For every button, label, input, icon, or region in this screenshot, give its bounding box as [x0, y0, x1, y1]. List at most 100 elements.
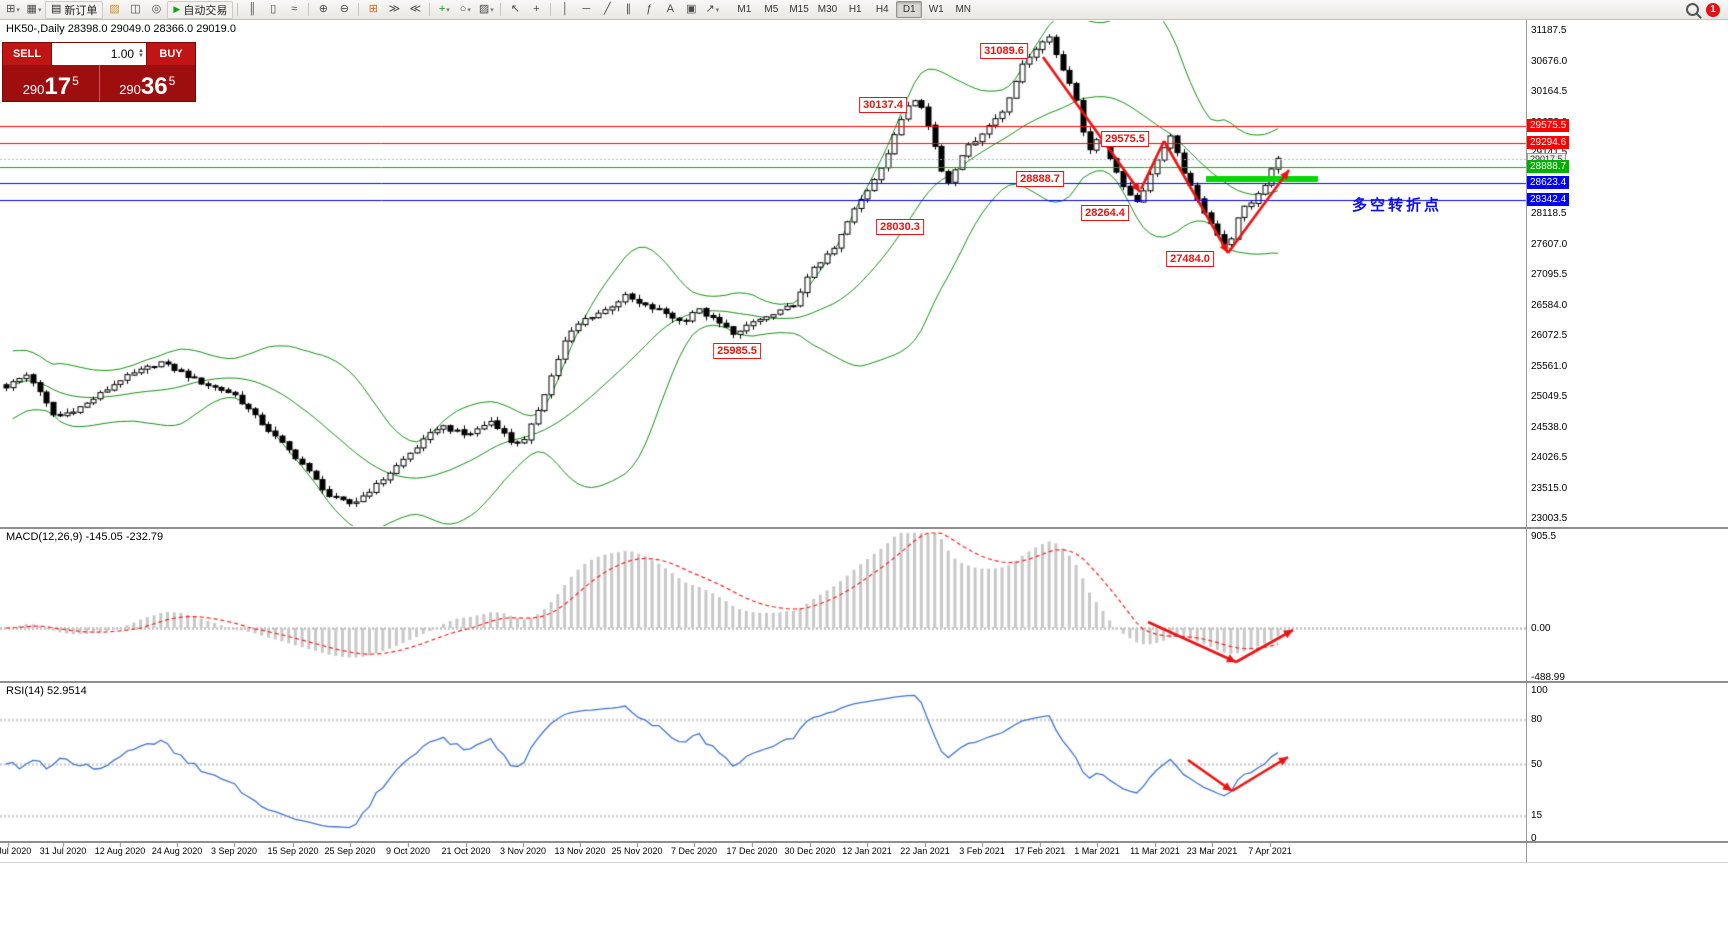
- price-axis-label: 23515.0: [1531, 482, 1568, 494]
- price-annotation[interactable]: 30137.4: [859, 97, 907, 113]
- sell-price-sup: 5: [72, 74, 79, 88]
- charts-folder-icon-glyph: ▨: [109, 3, 120, 15]
- zoom-out-icon-glyph: ⊖: [339, 3, 349, 15]
- timeframe-mn[interactable]: MN: [955, 4, 972, 15]
- timeframe-m5[interactable]: M5: [764, 4, 779, 15]
- price-axis-label: 24026.5: [1531, 452, 1568, 463]
- time-axis-label: 25 Sep 2020: [324, 846, 376, 856]
- vertical-line-icon-glyph: │: [561, 3, 569, 15]
- price-annotation[interactable]: 28264.4: [1081, 205, 1129, 221]
- timeframe-m15[interactable]: M15: [789, 4, 809, 15]
- notification-badge[interactable]: 1: [1706, 2, 1720, 17]
- volume-up-icon[interactable]: ▲: [138, 48, 144, 54]
- price-line-label: 29294.6: [1527, 136, 1570, 149]
- time-axis-label: 7 Apr 2021: [1248, 846, 1292, 856]
- auto-scroll-icon[interactable]: ≫: [384, 1, 404, 19]
- crosshair-icon[interactable]: +: [526, 1, 546, 19]
- tile-windows-icon-glyph: ⊞: [368, 3, 378, 15]
- rsi-axis-label: 15: [1531, 810, 1543, 821]
- auto-trading-button[interactable]: ▶ 自动交易: [167, 0, 234, 19]
- bar-chart-icon[interactable]: ║: [242, 1, 262, 19]
- cursor-icon[interactable]: ↖: [505, 1, 525, 19]
- chart-shift-icon-glyph: ≪: [409, 3, 422, 15]
- text-icon[interactable]: A: [660, 1, 680, 19]
- panel-separator-rsi[interactable]: [0, 681, 1728, 683]
- price-annotation[interactable]: 28888.7: [1016, 171, 1064, 187]
- buy-button[interactable]: BUY: [147, 43, 195, 65]
- price-axis-label: 31187.5: [1531, 25, 1567, 36]
- timeframe-m30[interactable]: M30: [817, 4, 838, 15]
- sell-button[interactable]: SELL: [3, 43, 51, 65]
- macd-indicator-label: MACD(12,26,9) -145.05 -232.79: [6, 531, 164, 543]
- charts-folder-icon[interactable]: ▨: [104, 1, 124, 19]
- time-axis-label: 12 Aug 2020: [94, 846, 146, 856]
- toolbar-separator: [429, 3, 431, 16]
- price-axis-label: 26072.5: [1531, 330, 1568, 341]
- price-annotation[interactable]: 29575.5: [1101, 131, 1149, 147]
- indicators-icon[interactable]: + ▾: [434, 1, 454, 19]
- line-chart-icon-glyph: ≈: [291, 3, 298, 15]
- new-order-glyph: ▤: [51, 3, 62, 15]
- time-axis-label: 3 Feb 2021: [959, 846, 1005, 856]
- timeframe-h4[interactable]: H4: [875, 4, 889, 15]
- line-chart-icon[interactable]: ≈: [284, 1, 304, 19]
- time-axis-label: 30 Dec 2020: [784, 846, 836, 856]
- templates-icon[interactable]: ▨ ▾: [476, 1, 496, 19]
- time-axis-label: 17 Feb 2021: [1014, 846, 1066, 856]
- price-annotation[interactable]: 31089.6: [980, 43, 1028, 59]
- time-axis-label: 21 Oct 2020: [441, 846, 491, 856]
- main-toolbar: ⊞ ▾ ▦ ▾ ▤ 新订单 ▨ ◫ ◎ ▶ 自动交易 ║ ▯ ≈ ⊕ ⊖ ⊞ ≫ ≪ + ▾ ○ ▾ ▨ ▾ ↖ + │ ─ ╱ ∥ ƒ A ▣ ↗…: [0, 0, 1728, 20]
- new-chart-icon[interactable]: ⊞ ▾: [3, 1, 23, 19]
- price-annotation[interactable]: 27484.0: [1166, 251, 1214, 267]
- volume-field: ▲ ▼: [51, 43, 147, 65]
- chart-shift-icon[interactable]: ≪: [405, 1, 425, 19]
- new-order-button[interactable]: ▤ 新订单: [45, 0, 104, 19]
- timeframe-d1[interactable]: D1: [896, 1, 923, 18]
- toolbar-separator: [550, 3, 552, 16]
- chart-profiles-icon[interactable]: ▦ ▾: [24, 1, 44, 19]
- timeframe-h1[interactable]: H1: [848, 4, 862, 15]
- time-axis-label: 3 Nov 2020: [499, 846, 547, 856]
- zoom-in-icon[interactable]: ⊕: [313, 1, 333, 19]
- time-axis-label: 25 Nov 2020: [611, 846, 663, 856]
- search-icon[interactable]: [1686, 3, 1699, 16]
- periods-icon[interactable]: ○ ▾: [455, 1, 475, 19]
- panel-separator-time[interactable]: [0, 841, 1728, 843]
- price-axis-label: 23003.5: [1531, 513, 1568, 524]
- new-chart-icon-glyph: ⊞: [6, 3, 16, 15]
- price-annotation[interactable]: 25985.5: [713, 343, 761, 359]
- toolbar-separator: [237, 3, 239, 16]
- zoom-out-icon[interactable]: ⊖: [334, 1, 354, 19]
- refresh-icon[interactable]: ◎: [146, 1, 166, 19]
- timeframe-m1[interactable]: M1: [737, 4, 752, 15]
- price-line-label: 29575.5: [1527, 119, 1570, 132]
- toolbar-separator: [500, 3, 502, 16]
- tile-windows-icon[interactable]: ⊞: [363, 1, 383, 19]
- channel-icon[interactable]: ∥: [618, 1, 638, 19]
- fibonacci-icon[interactable]: ƒ: [639, 1, 659, 19]
- timeframe-w1[interactable]: W1: [928, 4, 944, 15]
- chart-window-icon[interactable]: ◫: [125, 1, 145, 19]
- vertical-line-icon[interactable]: │: [555, 1, 575, 19]
- volume-input[interactable]: [72, 46, 137, 62]
- time-axis-label: 23 Mar 2021: [1186, 846, 1238, 856]
- trendline-icon[interactable]: ╱: [597, 1, 617, 19]
- horizontal-line-icon[interactable]: ─: [576, 1, 596, 19]
- price-axis-label: 25561.0: [1531, 360, 1568, 372]
- price-line-label: 28888.7: [1527, 160, 1570, 173]
- price-axis-label: 26584.0: [1531, 299, 1568, 311]
- panel-separator-macd[interactable]: [0, 527, 1728, 529]
- dropdown-arrow-icon: ▾: [715, 6, 720, 14]
- symbol-ohlc-line: HK50-,Daily 28398.0 29049.0 28366.0 2901…: [6, 23, 236, 35]
- text-label-icon[interactable]: ▣: [681, 1, 701, 19]
- new-order-button-label: 新订单: [64, 4, 98, 17]
- arrows-icon[interactable]: ↗ ▾: [702, 1, 722, 19]
- dropdown-arrow-icon: ▾: [16, 6, 20, 14]
- candlestick-chart-icon[interactable]: ▯: [263, 1, 283, 19]
- buy-price-sup: 5: [168, 74, 176, 88]
- volume-down-icon[interactable]: ▼: [138, 53, 144, 59]
- price-annotation[interactable]: 28030.3: [876, 219, 924, 235]
- price-axis-label: 27607.0: [1531, 238, 1568, 250]
